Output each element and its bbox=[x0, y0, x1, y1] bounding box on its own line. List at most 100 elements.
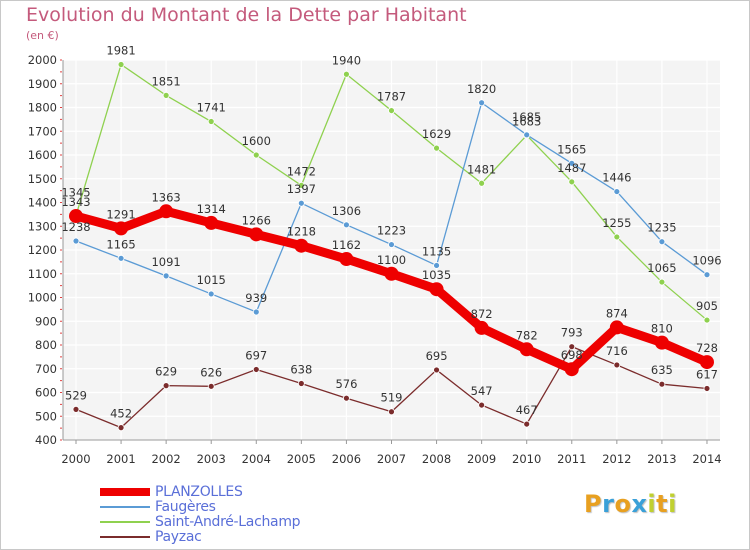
data-point-faug-res bbox=[658, 238, 666, 246]
y-tick-label: 1500 bbox=[28, 172, 57, 186]
y-tick-label: 1200 bbox=[28, 243, 57, 257]
logo-letter: i bbox=[668, 490, 677, 518]
legend-swatch-saint-andre-lachamp bbox=[100, 521, 150, 523]
x-tick-label: 2001 bbox=[106, 452, 135, 466]
data-label-faug-res: 1223 bbox=[377, 224, 406, 238]
data-point-planzolles bbox=[699, 355, 714, 370]
data-label-saint-andr-lachamp: 1481 bbox=[467, 162, 496, 176]
data-point-payzac bbox=[207, 382, 215, 390]
data-point-faug-res bbox=[252, 308, 260, 316]
data-point-faug-res bbox=[613, 188, 621, 195]
data-label-payzac: 617 bbox=[696, 367, 718, 381]
data-label-faug-res: 1096 bbox=[692, 254, 721, 268]
data-label-faug-res: 1091 bbox=[151, 255, 180, 269]
y-tick-label: 1400 bbox=[28, 196, 57, 210]
legend-swatch-planzolles bbox=[100, 488, 150, 496]
logo-letter: P bbox=[584, 490, 603, 518]
data-label-faug-res: 1235 bbox=[647, 221, 676, 235]
data-point-faug-res bbox=[523, 131, 531, 139]
data-label-faug-res: 1820 bbox=[467, 82, 496, 96]
logo-letter: x bbox=[631, 490, 648, 518]
y-tick-label: 1600 bbox=[28, 148, 57, 162]
data-point-saint-andr-lachamp bbox=[568, 178, 576, 186]
data-label-planzolles: 1314 bbox=[197, 202, 226, 216]
data-label-planzolles: 728 bbox=[696, 341, 718, 355]
data-point-payzac bbox=[568, 343, 576, 351]
data-label-saint-andr-lachamp: 1600 bbox=[242, 134, 271, 148]
data-label-faug-res: 1685 bbox=[512, 110, 541, 124]
data-label-saint-andr-lachamp: 1851 bbox=[151, 74, 180, 88]
data-label-faug-res: 1238 bbox=[61, 220, 90, 234]
x-tick-label: 2000 bbox=[61, 452, 90, 466]
data-point-faug-res bbox=[297, 199, 305, 207]
data-label-planzolles: 1266 bbox=[242, 213, 271, 227]
data-label-faug-res: 1446 bbox=[602, 171, 631, 185]
data-label-faug-res: 939 bbox=[245, 291, 267, 305]
data-label-payzac: 629 bbox=[155, 365, 177, 379]
data-label-saint-andr-lachamp: 1255 bbox=[602, 216, 631, 230]
data-point-faug-res bbox=[703, 271, 711, 279]
data-point-payzac bbox=[613, 361, 621, 369]
data-point-faug-res bbox=[388, 241, 395, 248]
data-label-payzac: 635 bbox=[651, 363, 673, 377]
y-tick-label: 1900 bbox=[28, 77, 57, 91]
data-label-payzac: 697 bbox=[245, 348, 267, 362]
data-label-planzolles: 1035 bbox=[422, 268, 451, 282]
data-point-faug-res bbox=[72, 237, 80, 245]
data-label-faug-res: 1565 bbox=[557, 142, 586, 156]
x-tick-label: 2006 bbox=[332, 452, 361, 466]
data-point-planzolles bbox=[114, 221, 129, 236]
data-point-planzolles bbox=[474, 320, 489, 335]
data-label-planzolles: 698 bbox=[561, 348, 583, 362]
y-tick-label: 1800 bbox=[28, 101, 57, 115]
data-label-faug-res: 1397 bbox=[287, 182, 316, 196]
data-label-saint-andr-lachamp: 1629 bbox=[422, 127, 451, 141]
y-tick-label: 900 bbox=[35, 314, 57, 328]
data-point-planzolles bbox=[429, 282, 444, 297]
data-point-saint-andr-lachamp bbox=[433, 144, 440, 152]
y-tick-label: 1100 bbox=[28, 267, 57, 281]
data-point-faug-res bbox=[433, 262, 440, 269]
data-label-payzac: 576 bbox=[335, 377, 357, 391]
data-point-planzolles bbox=[384, 266, 399, 281]
data-point-faug-res bbox=[207, 290, 215, 298]
data-point-planzolles bbox=[564, 362, 579, 377]
y-tick-label: 400 bbox=[35, 433, 57, 447]
data-label-saint-andr-lachamp: 1487 bbox=[557, 161, 586, 175]
data-point-saint-andr-lachamp bbox=[703, 316, 711, 324]
logo-letter: r bbox=[602, 490, 615, 518]
y-tick-label: 1700 bbox=[28, 124, 57, 138]
data-point-planzolles bbox=[339, 252, 354, 267]
data-point-saint-andr-lachamp bbox=[117, 61, 125, 68]
data-label-faug-res: 1306 bbox=[332, 204, 361, 218]
data-point-payzac bbox=[523, 420, 531, 428]
x-tick-label: 2011 bbox=[557, 452, 586, 466]
data-label-planzolles: 872 bbox=[471, 307, 493, 321]
data-label-planzolles: 1343 bbox=[61, 195, 90, 209]
logo-letter: o bbox=[614, 490, 632, 518]
data-point-payzac bbox=[388, 408, 395, 416]
data-label-saint-andr-lachamp: 905 bbox=[696, 299, 718, 313]
y-tick-label: 2000 bbox=[28, 53, 57, 67]
x-tick-label: 2009 bbox=[467, 452, 496, 466]
x-tick-label: 2013 bbox=[647, 452, 676, 466]
data-label-planzolles: 874 bbox=[606, 306, 628, 320]
data-point-saint-andr-lachamp bbox=[343, 70, 350, 78]
data-label-planzolles: 1291 bbox=[106, 207, 135, 221]
data-label-payzac: 467 bbox=[516, 403, 538, 417]
data-point-payzac bbox=[72, 405, 80, 413]
data-point-faug-res bbox=[478, 99, 486, 107]
data-point-saint-andr-lachamp bbox=[297, 181, 305, 189]
legend-swatch-payzac bbox=[100, 536, 150, 538]
data-point-payzac bbox=[703, 385, 711, 392]
y-tick-label: 600 bbox=[35, 386, 57, 400]
data-label-planzolles: 782 bbox=[516, 328, 538, 342]
legend-label-payzac: Payzac bbox=[155, 529, 202, 545]
data-label-payzac: 626 bbox=[200, 365, 222, 379]
y-tick-label: 700 bbox=[35, 362, 57, 376]
data-point-payzac bbox=[343, 394, 350, 402]
logo-letter: t bbox=[656, 490, 669, 518]
data-label-payzac: 519 bbox=[381, 391, 403, 405]
data-label-payzac: 452 bbox=[110, 407, 132, 421]
